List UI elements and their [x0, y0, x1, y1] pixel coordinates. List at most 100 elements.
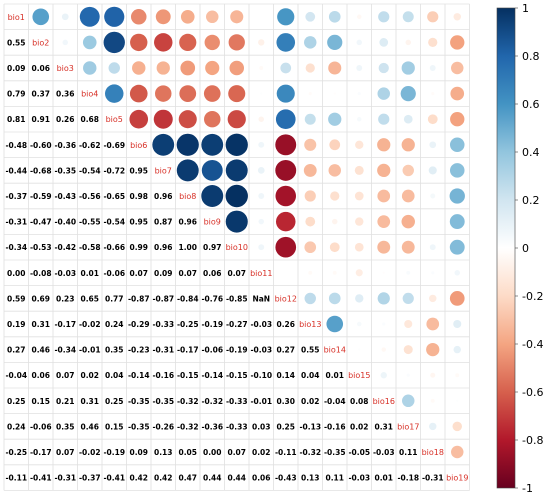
- corr-circle-bio5-bio14: [328, 112, 342, 126]
- corr-circle-bio8-bio12: [275, 185, 297, 207]
- corr-value-bio19-bio17: -0.18: [397, 474, 419, 483]
- colorbar-tick-label: 0.8: [522, 50, 540, 63]
- corr-circle-bio5-bio6: [129, 109, 149, 129]
- corr-value-bio15-bio5: 0.04: [105, 371, 124, 380]
- corr-circle-bio17-bio18: [429, 422, 437, 431]
- corr-circle-bio5-bio9: [204, 110, 221, 128]
- corr-value-bio12-bio11: NaN: [252, 294, 270, 303]
- corr-value-bio14-bio13: 0.55: [301, 346, 320, 355]
- corr-value-bio8-bio1: -0.37: [5, 192, 27, 201]
- corr-value-bio10-bio3: -0.42: [54, 243, 76, 252]
- corr-value-bio16-bio13: 0.02: [301, 397, 320, 406]
- corr-circle-bio6-bio18: [429, 141, 437, 149]
- corr-circle-bio6-bio9: [201, 133, 224, 156]
- corr-circle-bio3-bio19: [451, 61, 464, 75]
- corr-circle-bio7-bio12: [275, 159, 297, 181]
- corr-value-bio13-bio2: 0.31: [31, 320, 50, 329]
- corr-value-bio7-bio1: -0.44: [5, 166, 27, 175]
- corr-value-bio16-bio7: -0.35: [152, 397, 174, 406]
- corr-value-bio18-bio14: -0.35: [324, 448, 346, 457]
- corr-circle-bio11-bio13: [308, 270, 313, 275]
- corr-value-bio14-bio10: -0.19: [226, 346, 248, 355]
- corr-circle-bio4-bio17: [400, 86, 416, 102]
- corr-value-bio11-bio4: 0.01: [80, 269, 99, 278]
- corr-circle-bio2-bio5: [103, 31, 125, 54]
- corr-circle-bio4-bio16: [377, 87, 390, 100]
- corr-value-bio11-bio10: 0.07: [227, 269, 246, 278]
- corr-circle-bio2-bio3: [62, 39, 68, 46]
- corr-circle-bio3-bio12: [280, 62, 292, 74]
- corr-value-bio18-bio2: -0.17: [30, 448, 52, 457]
- matrix-marks: bio1 0.55 bio2 0.09 0.06 bio3 0.79 0.37 0.36 bio4…: [5, 6, 468, 483]
- corr-circle-bio7-bio15: [354, 165, 364, 175]
- corr-circle-bio3-bio14: [328, 61, 342, 75]
- corr-circle-bio9-bio19: [449, 214, 465, 230]
- corr-circle-bio2-bio16: [379, 38, 389, 47]
- corr-value-bio18-bio10: 0.07: [227, 448, 246, 457]
- corr-value-bio16-bio5: 0.25: [105, 397, 124, 406]
- corr-circle-bio16-bio18: [430, 398, 435, 403]
- corr-circle-bio1-bio7: [155, 9, 171, 25]
- diagonal-label-bio14: bio14: [324, 346, 346, 355]
- corr-circle-bio11-bio18: [431, 271, 435, 275]
- corr-value-bio14-bio7: -0.31: [152, 346, 174, 355]
- corr-circle-bio9-bio16: [377, 215, 391, 228]
- corr-circle-bio3-bio13: [305, 63, 315, 73]
- corr-circle-bio2-bio14: [327, 34, 343, 51]
- corr-value-bio15-bio10: -0.15: [226, 371, 248, 380]
- corr-value-bio13-bio10: -0.27: [226, 320, 248, 329]
- corr-value-bio7-bio4: -0.54: [79, 166, 101, 175]
- corr-circle-bio15-bio17: [406, 373, 410, 377]
- corr-value-bio11-bio8: 0.07: [178, 269, 197, 278]
- corr-circle-bio6-bio15: [355, 140, 364, 149]
- corr-value-bio14-bio4: -0.01: [79, 346, 101, 355]
- corr-value-bio13-bio4: -0.02: [79, 320, 101, 329]
- corr-value-bio15-bio11: -0.10: [250, 371, 272, 380]
- corr-value-bio10-bio2: -0.53: [30, 243, 52, 252]
- corr-value-bio9-bio1: -0.31: [5, 218, 27, 227]
- corr-circle-bio12-bio19: [449, 291, 465, 306]
- corr-value-bio16-bio14: -0.04: [324, 397, 346, 406]
- corr-value-bio13-bio8: -0.25: [177, 320, 199, 329]
- corr-circle-bio5-bio15: [357, 116, 362, 122]
- corr-circle-bio5-bio13: [304, 113, 316, 125]
- corr-circle-bio2-bio13: [304, 36, 317, 49]
- corr-value-bio19-bio10: 0.44: [227, 474, 246, 483]
- corr-circle-bio5-bio17: [403, 114, 413, 124]
- corr-value-bio16-bio9: -0.32: [201, 397, 223, 406]
- corr-circle-bio7-bio16: [377, 163, 391, 178]
- corr-circle-bio14-bio15: [358, 348, 361, 351]
- corr-value-bio10-bio9: 0.97: [203, 243, 222, 252]
- corr-value-bio18-bio12: -0.11: [275, 448, 297, 457]
- corr-value-bio19-bio16: 0.01: [374, 474, 393, 483]
- corr-value-bio15-bio6: -0.14: [128, 371, 150, 380]
- corr-value-bio9-bio7: 0.87: [154, 218, 173, 227]
- corr-value-bio19-bio3: -0.31: [54, 474, 76, 483]
- corr-circle-bio2-bio11: [258, 39, 265, 46]
- corr-circle-bio8-bio17: [401, 189, 415, 203]
- corr-value-bio18-bio4: -0.02: [79, 448, 101, 457]
- corr-circle-bio10-bio19: [449, 239, 465, 255]
- diagonal-label-bio16: bio16: [373, 397, 395, 406]
- corr-circle-bio15-bio16: [380, 372, 387, 379]
- corr-circle-bio8-bio10: [225, 184, 248, 208]
- corr-circle-bio1-bio16: [378, 11, 390, 23]
- corr-circle-bio11-bio16: [382, 271, 385, 274]
- diagonal-label-bio12: bio12: [275, 294, 297, 303]
- corr-circle-bio16-bio17: [402, 394, 415, 408]
- corr-value-bio19-bio1: -0.11: [5, 474, 27, 483]
- corr-circle-bio8-bio15: [354, 191, 364, 201]
- corr-circle-bio12-bio17: [402, 292, 414, 304]
- corr-circle-bio13-bio14: [326, 315, 344, 333]
- corr-circle-bio13-bio15: [357, 321, 362, 327]
- corr-value-bio15-bio4: 0.02: [80, 371, 99, 380]
- corr-circle-bio8-bio13: [304, 190, 316, 202]
- corr-circle-bio1-bio19: [453, 13, 461, 21]
- colorbar-tick-label: -0.8: [522, 434, 543, 447]
- corr-circle-bio13-bio16: [382, 322, 386, 326]
- corr-value-bio19-bio6: 0.42: [129, 474, 148, 483]
- corr-circle-bio11-bio14: [332, 270, 337, 275]
- corr-value-bio10-bio5: -0.66: [103, 243, 125, 252]
- corr-circle-bio7-bio13: [303, 163, 317, 177]
- corr-circle-bio6-bio10: [225, 133, 248, 156]
